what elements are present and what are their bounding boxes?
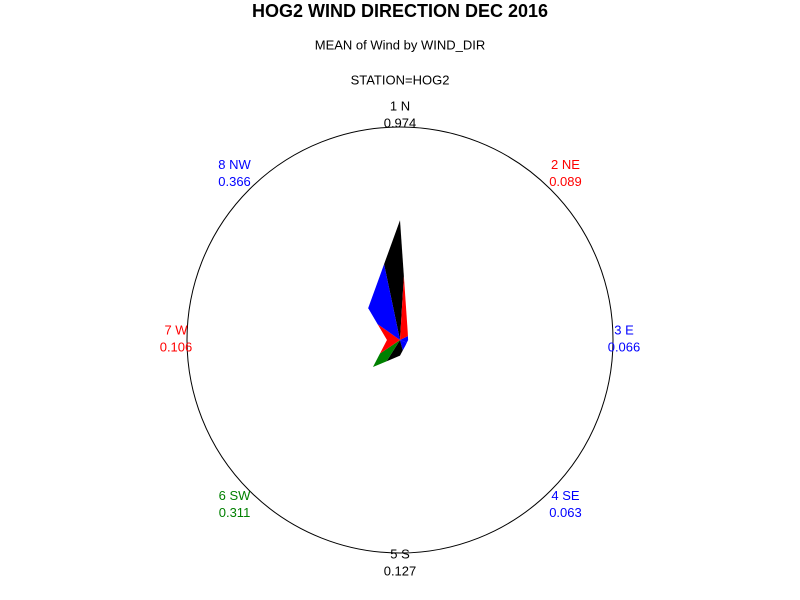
value-label: 0.127 bbox=[384, 563, 417, 578]
value-label: 0.063 bbox=[549, 505, 582, 520]
star-slice bbox=[386, 340, 403, 362]
group-label: STATION=HOG2 bbox=[351, 72, 450, 87]
star-slice bbox=[377, 324, 400, 354]
value-label: 0.366 bbox=[218, 174, 251, 189]
category-label: 3 E bbox=[614, 322, 634, 337]
star-slice bbox=[400, 340, 407, 351]
chart-title: HOG2 WIND DIRECTION DEC 2016 bbox=[252, 1, 548, 21]
category-label: 2 NE bbox=[551, 157, 580, 172]
value-label: 0.311 bbox=[219, 505, 251, 520]
value-label: 0.066 bbox=[608, 339, 641, 354]
value-label: 0.089 bbox=[549, 174, 582, 189]
category-label: 8 NW bbox=[218, 157, 251, 172]
category-label: 6 SW bbox=[219, 488, 252, 503]
category-label: 7 W bbox=[164, 322, 188, 337]
star-slice bbox=[400, 276, 408, 340]
category-label: 5 S bbox=[390, 546, 410, 561]
star-slice bbox=[400, 336, 409, 343]
chart-subtitle: MEAN of Wind by WIND_DIR bbox=[315, 37, 485, 52]
star-slice bbox=[372, 340, 400, 368]
category-label: 1 N bbox=[390, 98, 410, 113]
value-label: 0.974 bbox=[384, 115, 417, 130]
star-slice bbox=[368, 264, 400, 340]
star-slice bbox=[384, 220, 404, 340]
outer-circle bbox=[186, 126, 614, 554]
category-label: 4 SE bbox=[551, 488, 580, 503]
value-label: 0.106 bbox=[160, 339, 193, 354]
